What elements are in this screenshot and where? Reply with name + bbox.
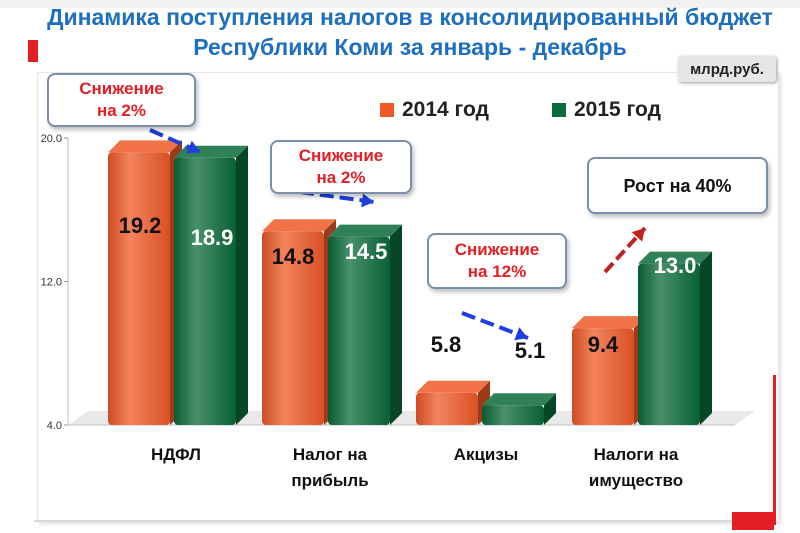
bar-top	[262, 219, 336, 232]
callout-property-text: Рост на 40%	[623, 175, 732, 196]
category-label: Налоги на	[594, 445, 679, 464]
callout-excise: Снижение на 12%	[427, 233, 567, 289]
decline-arrow-ndfl-head	[186, 140, 200, 154]
callout-ndfl-line2: на 2%	[96, 101, 147, 120]
bar-side	[390, 224, 402, 425]
bar	[328, 236, 390, 425]
bar-side	[236, 145, 248, 425]
bar	[482, 405, 544, 425]
legend-item-2015: 2015 год	[552, 98, 661, 122]
value-label: 18.9	[191, 225, 234, 250]
category-label: НДФЛ	[151, 445, 201, 464]
category-label: Налог на	[293, 445, 368, 464]
bar	[108, 152, 170, 425]
value-label: 5.8	[431, 332, 462, 357]
bar	[262, 231, 324, 425]
value-label: 5.1	[515, 338, 546, 363]
bar	[638, 263, 700, 425]
callout-ndfl-line1: Снижение	[79, 79, 164, 98]
growth-arrow-property-head	[631, 228, 645, 242]
y-tick-label: 4.0	[47, 420, 62, 432]
callout-profit: Снижение на 2%	[270, 140, 412, 194]
bar-top	[328, 224, 402, 237]
callout-profit-line1: Снижение	[298, 146, 384, 165]
bar-top	[572, 316, 646, 329]
growth-arrow-property	[603, 226, 647, 274]
chart-title-line2: Республики Коми за январь - декабрь	[193, 34, 627, 60]
bar	[572, 328, 634, 425]
y-tick-label: 20.0	[41, 133, 62, 145]
red-accent-bar	[28, 40, 38, 62]
bar-top	[174, 145, 248, 158]
bar-top	[108, 140, 182, 153]
bar-top	[638, 251, 712, 264]
category-label: прибыль	[291, 471, 368, 490]
callout-property: Рост на 40%	[587, 157, 768, 214]
legend-label-2015: 2015 год	[574, 98, 661, 121]
decline-arrow-excise	[461, 311, 529, 340]
bar-side	[544, 393, 556, 425]
decline-arrow-excise-head	[514, 327, 528, 341]
top-decoration	[0, 0, 800, 8]
bar-top	[416, 380, 490, 393]
red-right-line	[773, 375, 776, 525]
chart-title-line1: Динамика поступления налогов в консолиди…	[47, 4, 773, 30]
callout-excise-line1: Снижение	[454, 240, 540, 259]
bar	[416, 392, 478, 425]
bar-top	[482, 393, 556, 406]
legend-swatch-2015	[552, 103, 566, 117]
callout-ndfl: Снижение на 2%	[47, 73, 196, 127]
legend-item-2014: 2014 год	[380, 98, 489, 122]
value-label: 14.8	[272, 244, 315, 269]
red-corner-block	[732, 512, 774, 530]
value-label: 19.2	[119, 213, 162, 238]
decline-arrow-profit-head	[361, 193, 374, 208]
unit-label: млрд.руб.	[678, 56, 776, 82]
bar-side	[700, 251, 712, 425]
callout-profit-line2: на 2%	[316, 168, 366, 187]
bottom-line	[34, 520, 774, 522]
legend-swatch-2014	[380, 103, 394, 117]
bar	[174, 157, 236, 425]
chart-title: Динамика поступления налогов в консолиди…	[40, 2, 780, 62]
value-label: 14.5	[345, 239, 388, 264]
category-label: Акцизы	[454, 445, 519, 464]
value-label: 13.0	[654, 253, 697, 278]
legend-label-2014: 2014 год	[402, 98, 489, 121]
y-tick-label: 12.0	[41, 277, 62, 289]
category-label: имущество	[589, 471, 683, 490]
value-label: 9.4	[588, 332, 619, 357]
callout-excise-line2: на 12%	[467, 262, 527, 281]
